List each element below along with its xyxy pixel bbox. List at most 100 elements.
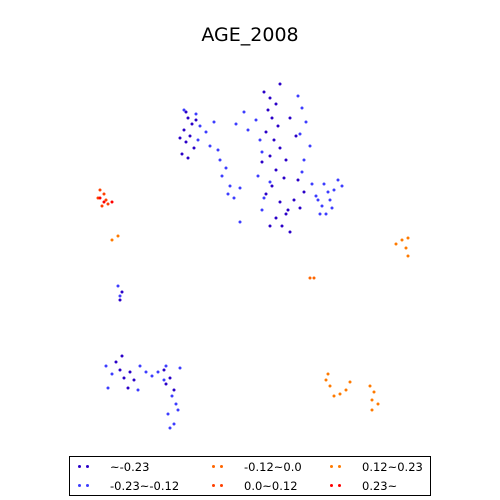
data-point [212, 120, 216, 124]
data-point [208, 144, 212, 148]
data-point [274, 168, 278, 172]
data-point [190, 122, 194, 126]
data-point [300, 170, 304, 174]
data-point [336, 178, 340, 182]
series-4 [110, 234, 410, 412]
data-point [118, 368, 122, 372]
data-point [114, 360, 118, 364]
data-point [326, 372, 330, 376]
data-point [302, 190, 306, 194]
data-point [308, 276, 312, 280]
data-point [256, 174, 260, 178]
data-point [270, 116, 274, 120]
data-point [144, 370, 148, 374]
data-point [328, 198, 332, 202]
data-point [292, 198, 296, 202]
data-point [238, 186, 242, 190]
data-point [138, 364, 142, 368]
data-point [164, 382, 168, 386]
data-point [272, 138, 276, 142]
data-point [156, 370, 160, 374]
data-point [406, 236, 410, 240]
data-point [262, 196, 266, 200]
scatter-plot [96, 82, 410, 430]
data-point [128, 370, 132, 374]
data-point [260, 208, 264, 212]
data-point [116, 284, 120, 288]
data-point [218, 158, 222, 162]
data-point [182, 128, 186, 132]
legend-marker [210, 477, 224, 495]
legend-label: -0.12~0.0 [244, 460, 302, 474]
legend-label: ~-0.23 [110, 460, 150, 474]
legend-label: 0.12~0.23 [362, 460, 423, 474]
data-point [186, 116, 190, 120]
data-point [192, 146, 196, 150]
data-point [100, 204, 104, 208]
data-point [310, 182, 314, 186]
data-point [264, 130, 268, 134]
data-point [370, 408, 374, 412]
data-point [182, 108, 186, 112]
data-point [120, 354, 124, 358]
data-point [268, 96, 272, 100]
data-point [104, 364, 108, 368]
data-point [340, 184, 344, 188]
data-point [302, 158, 306, 162]
legend-marker [76, 477, 90, 495]
data-point [278, 82, 282, 86]
data-point [258, 138, 262, 142]
data-point [196, 138, 200, 142]
chart-title: AGE_2008 [201, 24, 299, 46]
data-point [286, 208, 290, 212]
data-point [234, 122, 238, 126]
data-point [348, 380, 352, 384]
data-point [204, 130, 208, 134]
data-point [284, 212, 288, 216]
data-point [312, 276, 316, 280]
data-point [232, 196, 236, 200]
data-point [320, 204, 324, 208]
data-point [172, 422, 176, 426]
data-point [228, 184, 232, 188]
series-1 [104, 94, 344, 430]
data-point [106, 386, 110, 390]
data-point [298, 132, 302, 136]
legend: ~-0.23 -0.23~-0.12 -0.12~0.0 0.0~0.12 0.12~0… [69, 456, 431, 496]
data-point [220, 174, 224, 178]
data-point [188, 134, 192, 138]
data-point [404, 246, 408, 250]
data-point [260, 160, 264, 164]
data-point [118, 294, 122, 298]
data-point [326, 190, 330, 194]
data-point [198, 124, 202, 128]
data-point [162, 368, 166, 372]
data-point [264, 192, 268, 196]
data-point [394, 242, 398, 246]
data-point [274, 216, 278, 220]
legend-label: -0.23~-0.12 [110, 479, 180, 493]
data-point [166, 412, 170, 416]
data-point [270, 184, 274, 188]
data-point [172, 388, 176, 392]
data-point [368, 384, 372, 388]
series-5 [98, 196, 114, 204]
data-point [344, 388, 348, 392]
data-point [174, 402, 178, 406]
data-point [110, 372, 114, 376]
data-point [118, 298, 122, 302]
data-point [226, 192, 230, 196]
data-point [300, 106, 304, 110]
data-point [168, 426, 172, 430]
data-point [170, 394, 174, 398]
data-point [178, 136, 182, 140]
data-point [278, 200, 282, 204]
data-point [122, 376, 126, 380]
data-point [322, 182, 326, 186]
data-point [316, 198, 320, 202]
data-point [274, 102, 278, 106]
legend-label: 0.0~0.12 [244, 479, 298, 493]
data-point [376, 402, 380, 406]
series-0 [114, 82, 306, 392]
data-point [246, 128, 250, 132]
